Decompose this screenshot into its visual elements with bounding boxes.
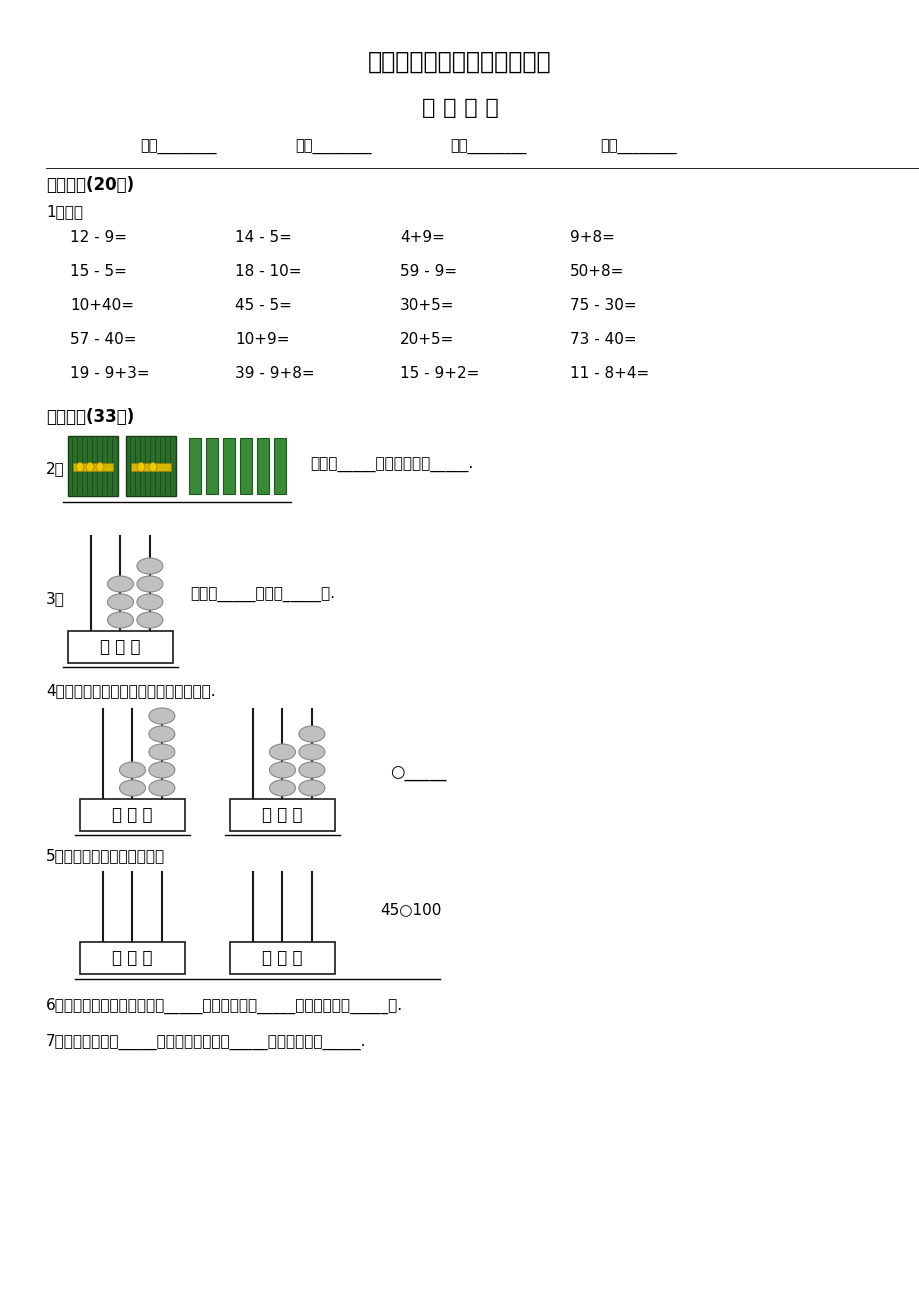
Bar: [230, 799, 335, 831]
Text: 75 - 30=: 75 - 30=: [570, 298, 636, 312]
Text: 50+8=: 50+8=: [570, 264, 624, 279]
Text: 15 - 9+2=: 15 - 9+2=: [400, 366, 479, 381]
Ellipse shape: [137, 612, 163, 628]
Text: 7．最大的两位是_____，最大的一位数是_____，它们的差是_____.: 7．最大的两位是_____，最大的一位数是_____，它们的差是_____.: [46, 1034, 366, 1051]
Text: 一、口算(20分): 一、口算(20分): [46, 176, 134, 194]
Text: 百 十 个: 百 十 个: [112, 949, 153, 967]
Ellipse shape: [269, 762, 295, 779]
Bar: [274, 437, 286, 493]
Text: 59 - 9=: 59 - 9=: [400, 264, 457, 279]
Text: 6．一个数从右边起第一位是_____位，第二位是_____位，第三位是_____位.: 6．一个数从右边起第一位是_____位，第二位是_____位，第三位是_____…: [46, 999, 403, 1014]
Text: 成绩________: 成绩________: [599, 141, 675, 155]
Ellipse shape: [269, 743, 295, 760]
Text: 里面有_____个十和_____一.: 里面有_____个十和_____一.: [190, 589, 335, 603]
Ellipse shape: [96, 462, 104, 471]
Bar: [73, 464, 113, 471]
Text: 百 十 个: 百 十 个: [262, 806, 302, 824]
Ellipse shape: [137, 575, 163, 592]
Text: 15 - 5=: 15 - 5=: [70, 264, 127, 279]
Text: 班级________: 班级________: [295, 141, 371, 155]
Text: 数 学 试 卷: 数 学 试 卷: [421, 98, 498, 118]
Bar: [130, 464, 171, 471]
Ellipse shape: [269, 780, 295, 796]
Ellipse shape: [85, 462, 94, 471]
Text: 姓名________: 姓名________: [449, 141, 526, 155]
Text: 人教版一年级下学期期中测试: 人教版一年级下学期期中测试: [368, 49, 551, 74]
Text: 个十和_____个一合起来是_____.: 个十和_____个一合起来是_____.: [310, 458, 472, 473]
Ellipse shape: [108, 612, 133, 628]
Ellipse shape: [299, 780, 324, 796]
Text: ○_____: ○_____: [390, 764, 446, 783]
Text: 39 - 9+8=: 39 - 9+8=: [234, 366, 314, 381]
Text: 5．在计数器上先画出珠子，: 5．在计数器上先画出珠子，: [46, 848, 165, 863]
Bar: [230, 943, 335, 974]
Ellipse shape: [149, 462, 157, 471]
Text: 百 十 个: 百 十 个: [100, 638, 141, 656]
Bar: [80, 943, 185, 974]
Bar: [206, 437, 218, 493]
Ellipse shape: [299, 762, 324, 779]
Bar: [68, 631, 173, 663]
Text: 9+8=: 9+8=: [570, 230, 614, 245]
Ellipse shape: [137, 594, 163, 611]
Ellipse shape: [137, 559, 163, 574]
Text: 12 - 9=: 12 - 9=: [70, 230, 127, 245]
Text: 3．: 3．: [46, 591, 65, 605]
Ellipse shape: [299, 743, 324, 760]
Text: 二、填空(33分): 二、填空(33分): [46, 408, 134, 426]
Text: 73 - 40=: 73 - 40=: [570, 332, 636, 348]
Text: 14 - 5=: 14 - 5=: [234, 230, 291, 245]
Ellipse shape: [137, 462, 145, 471]
Text: 18 - 10=: 18 - 10=: [234, 264, 301, 279]
Bar: [256, 437, 268, 493]
Bar: [188, 437, 200, 493]
Text: 百 十 个: 百 十 个: [262, 949, 302, 967]
Ellipse shape: [149, 743, 175, 760]
Bar: [222, 437, 234, 493]
Text: 11 - 8+4=: 11 - 8+4=: [570, 366, 649, 381]
Bar: [80, 799, 185, 831]
Text: 百 十 个: 百 十 个: [112, 806, 153, 824]
Text: 1．口算: 1．口算: [46, 204, 83, 219]
Ellipse shape: [108, 575, 133, 592]
Text: 45○100: 45○100: [380, 902, 441, 917]
Bar: [126, 436, 176, 496]
Text: 57 - 40=: 57 - 40=: [70, 332, 136, 348]
Text: 学校________: 学校________: [140, 141, 216, 155]
Ellipse shape: [299, 727, 324, 742]
Text: 4+9=: 4+9=: [400, 230, 445, 245]
Bar: [68, 436, 118, 496]
Ellipse shape: [108, 594, 133, 611]
Text: 45 - 5=: 45 - 5=: [234, 298, 291, 312]
Text: 10+9=: 10+9=: [234, 332, 289, 348]
Bar: [240, 437, 252, 493]
Text: 19 - 9+3=: 19 - 9+3=: [70, 366, 150, 381]
Ellipse shape: [149, 780, 175, 796]
Ellipse shape: [76, 462, 84, 471]
Ellipse shape: [119, 762, 145, 779]
Text: 20+5=: 20+5=: [400, 332, 454, 348]
Ellipse shape: [149, 762, 175, 779]
Ellipse shape: [149, 708, 175, 724]
Ellipse shape: [119, 780, 145, 796]
Ellipse shape: [149, 727, 175, 742]
Text: 30+5=: 30+5=: [400, 298, 454, 312]
Text: 4．根据计数器先写出得数，再比较大小.: 4．根据计数器先写出得数，再比较大小.: [46, 684, 215, 698]
Text: 2．: 2．: [46, 461, 64, 477]
Text: 10+40=: 10+40=: [70, 298, 134, 312]
